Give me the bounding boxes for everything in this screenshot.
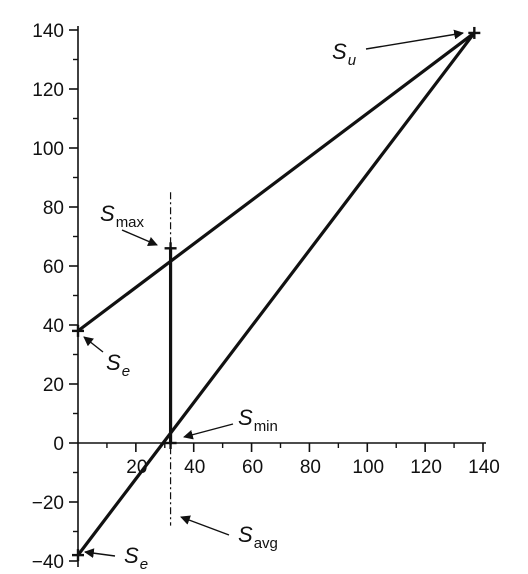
point-markers (72, 26, 481, 562)
x-tick-label: 120 (410, 457, 442, 478)
annotation-subscript: u (348, 52, 357, 69)
annotation-label-smin: Smin (238, 405, 278, 435)
annotation-arrow (121, 229, 158, 247)
annotation-arrow (183, 423, 234, 440)
annotation-subscript: e (122, 363, 130, 380)
annotation-base: S (106, 350, 121, 375)
annotation-label-se: Se (124, 543, 148, 573)
annotation-base: S (100, 201, 115, 226)
y-tick-label: 100 (32, 139, 64, 160)
x-tick-label: 60 (242, 457, 263, 478)
y-tick-label: 40 (43, 316, 64, 337)
y-tick-label: 0 (53, 434, 64, 455)
x-tick-label: 80 (300, 457, 321, 478)
y-tick-label: 140 (32, 21, 64, 42)
series-lines (76, 31, 476, 557)
plus-marker (72, 324, 84, 337)
x-tick-label: 140 (468, 457, 500, 478)
y-tick-label: 60 (43, 257, 64, 278)
annotation-arrow (365, 29, 464, 50)
annotation-subscript: e (140, 556, 148, 573)
axes (77, 26, 486, 567)
y-tick-label: 80 (43, 198, 64, 219)
y-tick-label: 20 (43, 375, 64, 396)
annotation-subscript: max (116, 214, 145, 231)
annotation-arrow (180, 515, 230, 536)
plus-marker (468, 26, 481, 39)
y-tick-label: −40 (32, 552, 64, 573)
x-tick-label: 100 (352, 457, 384, 478)
annotation-label-se: Se (106, 350, 130, 380)
series-line-2 (76, 31, 476, 557)
annotation-arrow (84, 548, 116, 559)
y-tick-label: −20 (32, 493, 64, 514)
annotation-base: S (332, 39, 347, 64)
annotation-label-savg: Savg (238, 522, 278, 552)
annotation-subscript: min (254, 418, 278, 435)
plus-marker (72, 549, 84, 562)
plus-marker (164, 242, 177, 255)
annotation-base: S (238, 405, 253, 430)
annotation-label-su: Su (332, 39, 357, 69)
x-tick-label: 40 (184, 457, 205, 478)
annotation-base: S (238, 522, 253, 547)
plus-marker (164, 437, 177, 449)
annotation-subscript: avg (254, 535, 278, 552)
y-tick-label: 120 (32, 80, 64, 101)
annotation-base: S (124, 543, 139, 568)
annotation-label-smax: Smax (100, 201, 145, 231)
series-line-1 (76, 31, 476, 333)
annotation-arrow (83, 336, 104, 353)
